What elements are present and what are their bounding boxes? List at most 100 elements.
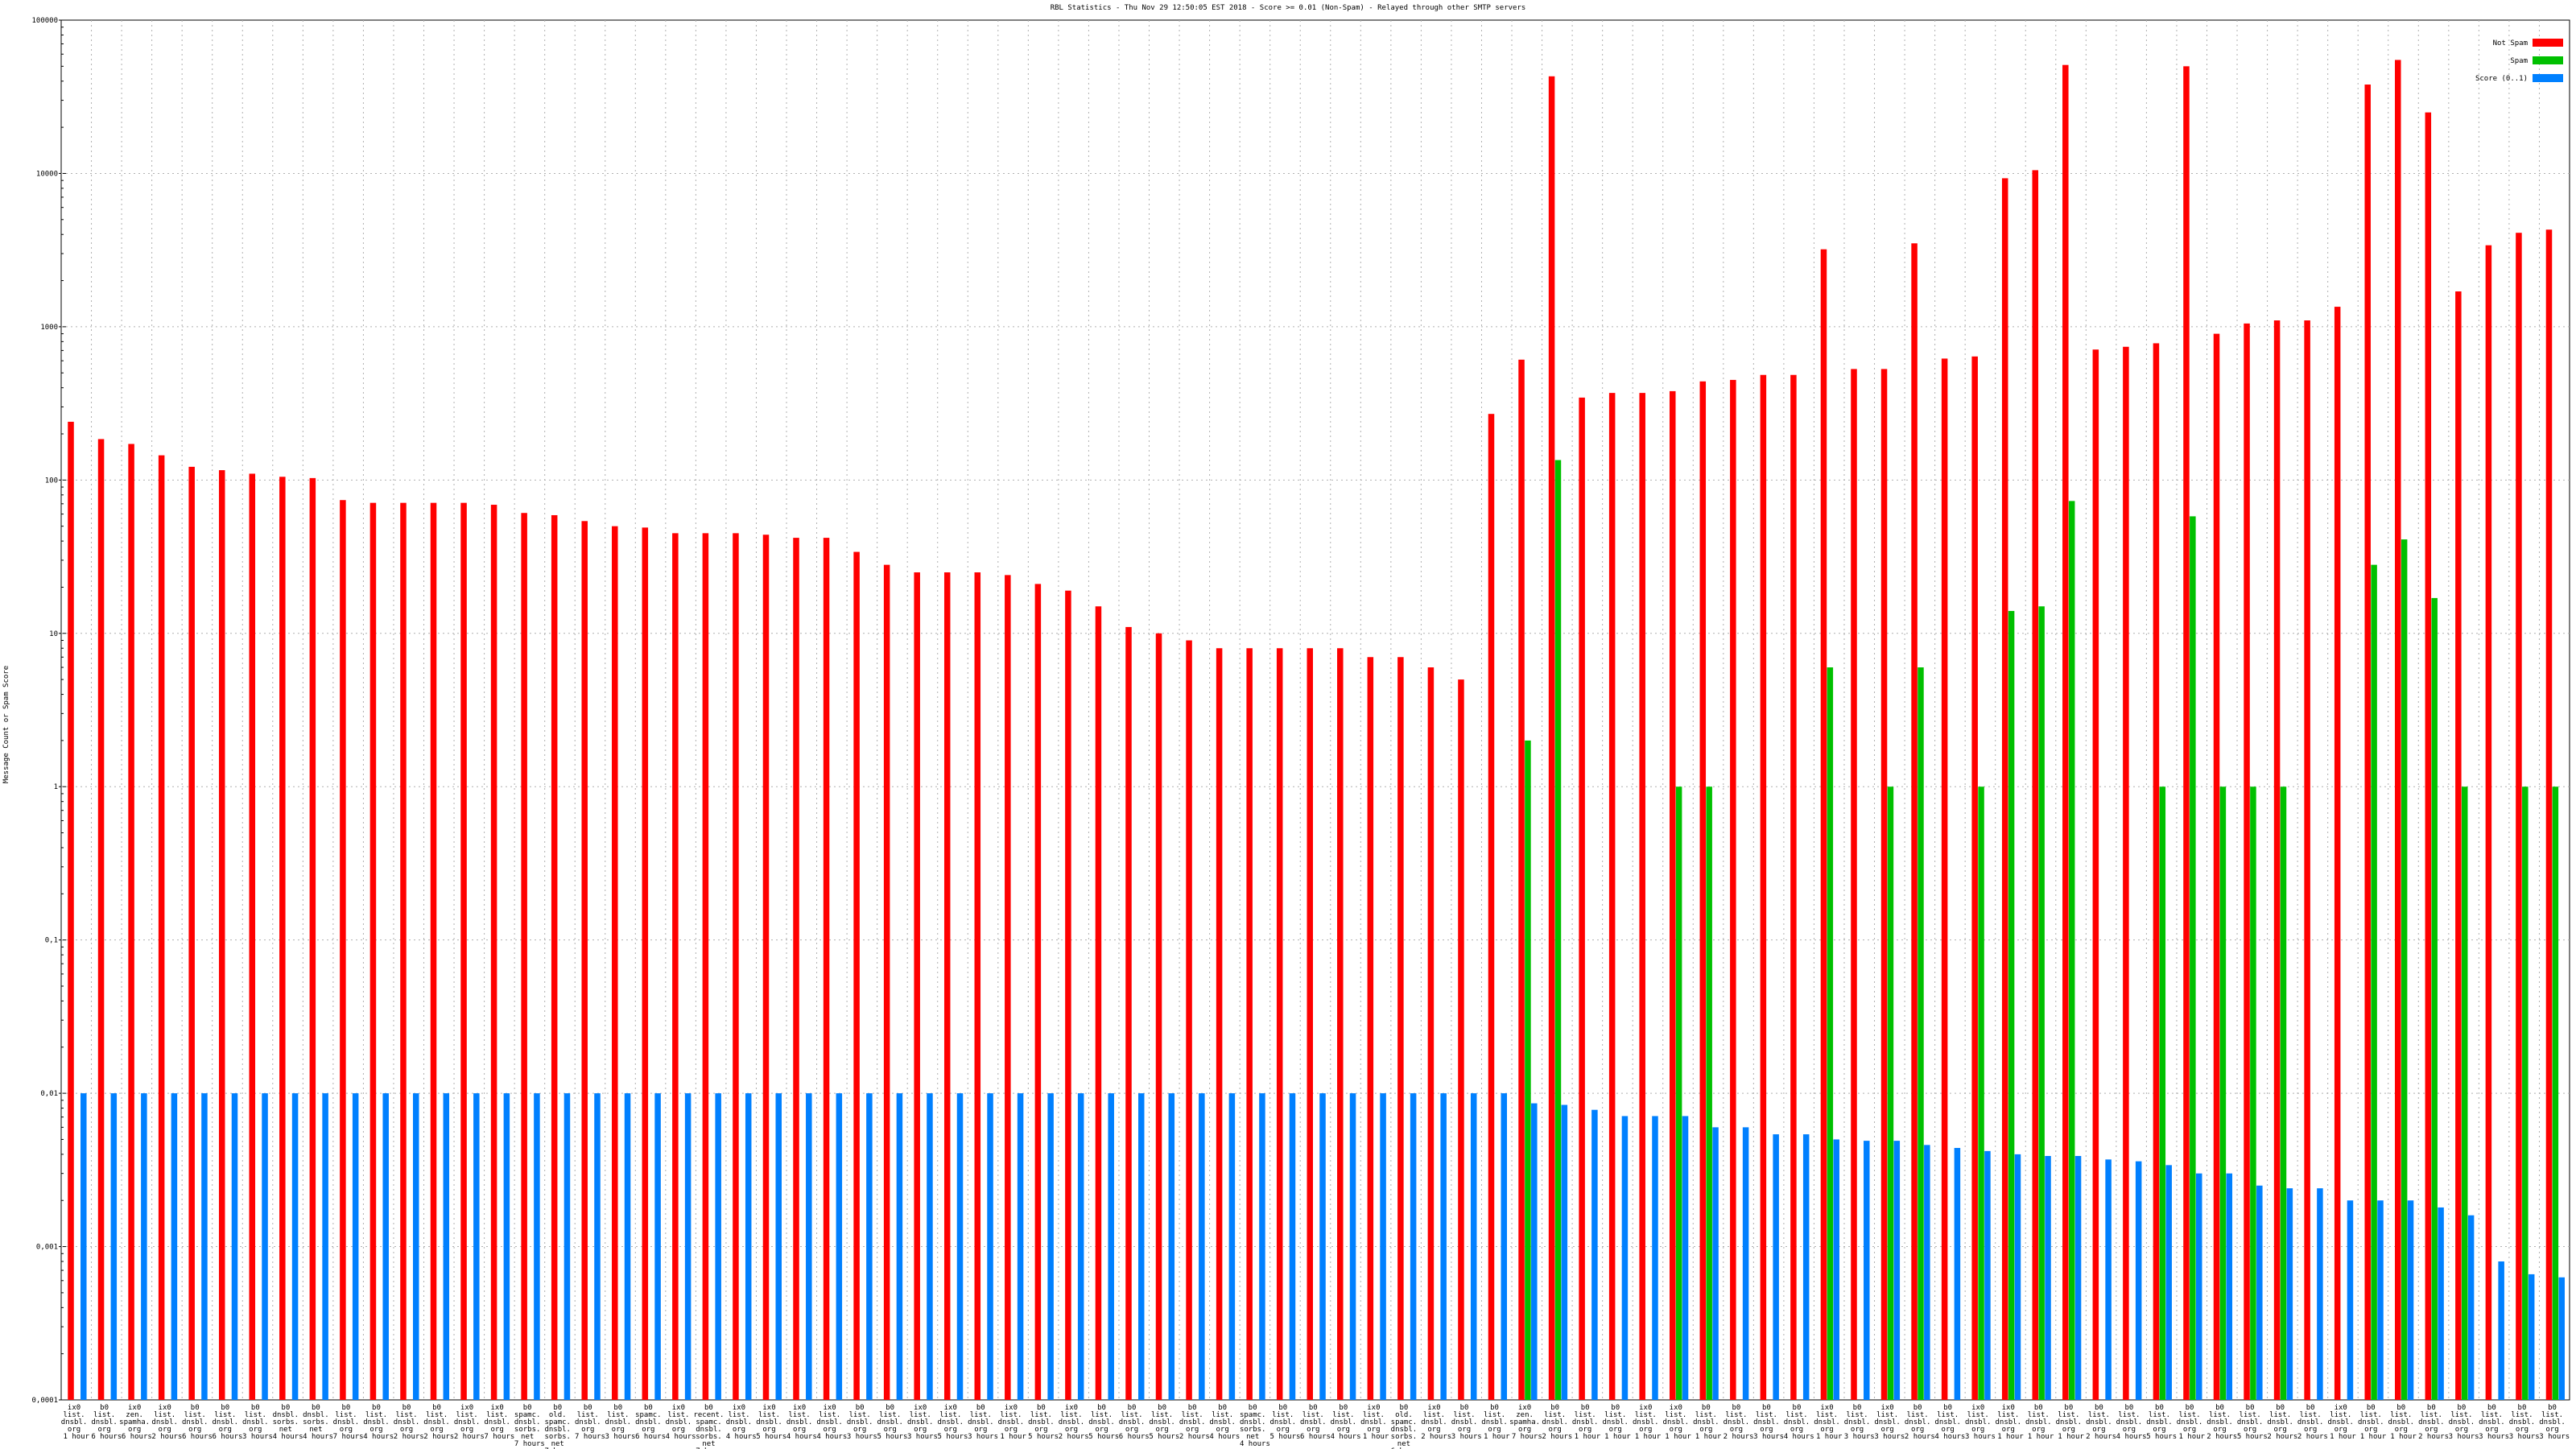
x-tick-line: ix0 (1971, 1404, 1989, 1412)
x-tick-label: ix0 list. dnsbl. org 1 hour (1663, 1404, 1694, 1441)
bar (1501, 1093, 1508, 1400)
x-tick-label: b0 list. dnsbl. org 2 hours (1179, 1404, 1210, 1441)
x-tick-line: list. (1967, 1411, 1994, 1419)
x-tick-label: b0 list. dnsbl. org 2 hours (1905, 1404, 1935, 1441)
x-tick-line: 6 hours (182, 1433, 213, 1441)
x-tick-line: spamha. (119, 1418, 154, 1426)
bar (1216, 648, 1223, 1400)
x-tick-line: dnsbl. (454, 1418, 485, 1426)
bar (1005, 575, 1011, 1400)
bar (1380, 1093, 1386, 1400)
x-tick-line: ix0 (914, 1404, 931, 1412)
bar (1246, 648, 1253, 1400)
bar (806, 1093, 812, 1400)
x-tick-line: list. (1876, 1411, 1903, 1419)
x-tick-line: b0 (100, 1404, 113, 1412)
x-tick-line: dnsbl. (1996, 1418, 2026, 1426)
x-tick-line: dnsbl. (1844, 1418, 1875, 1426)
bar (2105, 1159, 2112, 1400)
x-tick-line: dnsbl. (1331, 1418, 1361, 1426)
x-tick-line: 2 hours (1542, 1433, 1572, 1441)
x-tick-line: dnsbl. (2327, 1418, 2358, 1426)
x-tick-line: org (914, 1426, 931, 1434)
bar (896, 1093, 903, 1400)
x-tick-line: list. (577, 1411, 604, 1419)
bar (369, 502, 377, 1400)
x-tick-line: org (1699, 1426, 1717, 1434)
x-tick-line: dnsbl. (1753, 1418, 1784, 1426)
bar (956, 1093, 964, 1400)
x-tick-label: ix0 list. dnsbl. org 2 hours (151, 1404, 182, 1441)
x-tick-label: b0 list. dnsbl. org 4 hours (1209, 1404, 1240, 1441)
x-tick-line: b0 (1732, 1404, 1744, 1412)
x-tick-line: b0 (2034, 1404, 2047, 1412)
x-tick-line: list. (1907, 1411, 1934, 1419)
x-tick-line: spamc. (696, 1418, 726, 1426)
x-tick-line: 2 hours (1905, 1433, 1935, 1441)
x-tick-line: ix0 (128, 1404, 146, 1412)
x-tick-line: list. (2240, 1411, 2266, 1419)
x-tick-line: org (188, 1426, 206, 1434)
bar (2273, 320, 2281, 1401)
x-tick-line: b0 (1158, 1404, 1170, 1412)
x-tick-line: org (1730, 1426, 1748, 1434)
x-tick-line: org (340, 1426, 357, 1434)
bar (1440, 1093, 1447, 1400)
x-tick-line: dnsbl. (2509, 1418, 2540, 1426)
x-tick-line: dnsbl. (2116, 1418, 2147, 1426)
x-tick-line: org (1005, 1426, 1022, 1434)
x-tick-label: b0 list. dnsbl. org 3 hours (1451, 1404, 1482, 1441)
x-tick-line: list. (2390, 1411, 2417, 1419)
x-tick-line: list. (1484, 1411, 1510, 1419)
x-tick-line: b0 (1128, 1404, 1141, 1412)
bar (2219, 786, 2227, 1400)
y-axis-label: Message Count or Spam Score (2, 666, 10, 783)
bar (1554, 460, 1562, 1400)
x-tick-line: org (369, 1426, 387, 1434)
x-tick-line: list. (1544, 1411, 1571, 1419)
x-tick-line: ix0 (460, 1404, 478, 1412)
x-tick-line: list. (2360, 1411, 2387, 1419)
x-tick-line: b0 (2427, 1404, 2440, 1412)
bar (1518, 359, 1525, 1401)
x-tick-label: b0 list. dnsbl. org 5 hours (2237, 1404, 2268, 1441)
x-tick-line: b0 (2064, 1404, 2077, 1412)
x-tick-line: org (944, 1426, 962, 1434)
x-tick-line: list. (2149, 1411, 2175, 1419)
x-tick-line: b0 (523, 1404, 536, 1412)
x-tick-line: list. (2209, 1411, 2235, 1419)
x-tick-label: b0 list. dnsbl. org 1 hour (2388, 1404, 2419, 1441)
bar (2516, 233, 2522, 1400)
bar (218, 470, 225, 1401)
x-tick-label: b0 list. dnsbl. org 6 hours (213, 1404, 243, 1441)
bar (249, 473, 256, 1400)
x-tick-line: dnsbl. (1572, 1418, 1603, 1426)
bar (823, 538, 830, 1400)
x-tick-line: ix0 (1005, 1404, 1022, 1412)
x-tick-line: list. (1575, 1411, 1601, 1419)
x-tick-line: b0 (1853, 1404, 1866, 1412)
bar (291, 1093, 299, 1400)
x-tick-line: org (2455, 1426, 2473, 1434)
x-tick-line: list. (2118, 1411, 2145, 1419)
x-tick-line: list. (910, 1411, 936, 1419)
bar (473, 1093, 480, 1400)
y-tick-label: 0,1 (45, 937, 58, 945)
plot-frame (60, 19, 2570, 1401)
x-tick-line: dnsbl. (333, 1418, 364, 1426)
x-tick-line: dnsbl. (242, 1418, 273, 1426)
bar (1954, 1148, 1961, 1400)
x-tick-line: org (2545, 1426, 2563, 1434)
bar (2467, 1215, 2475, 1400)
x-tick-line: 3 hours (2509, 1433, 2540, 1441)
x-tick-label: b0 recent. spamc. dnsbl. sorbs. net 7 ho… (693, 1404, 728, 1449)
x-tick-line: 1 hour (1695, 1433, 1722, 1441)
bar (430, 502, 437, 1400)
x-tick-line: org (2123, 1426, 2140, 1434)
x-tick-line: spamc. (1240, 1411, 1270, 1419)
bar (2001, 178, 2008, 1401)
bar (1730, 379, 1736, 1401)
x-tick-line: list. (849, 1411, 876, 1419)
x-tick-line: net (279, 1426, 297, 1434)
bar (715, 1093, 721, 1400)
